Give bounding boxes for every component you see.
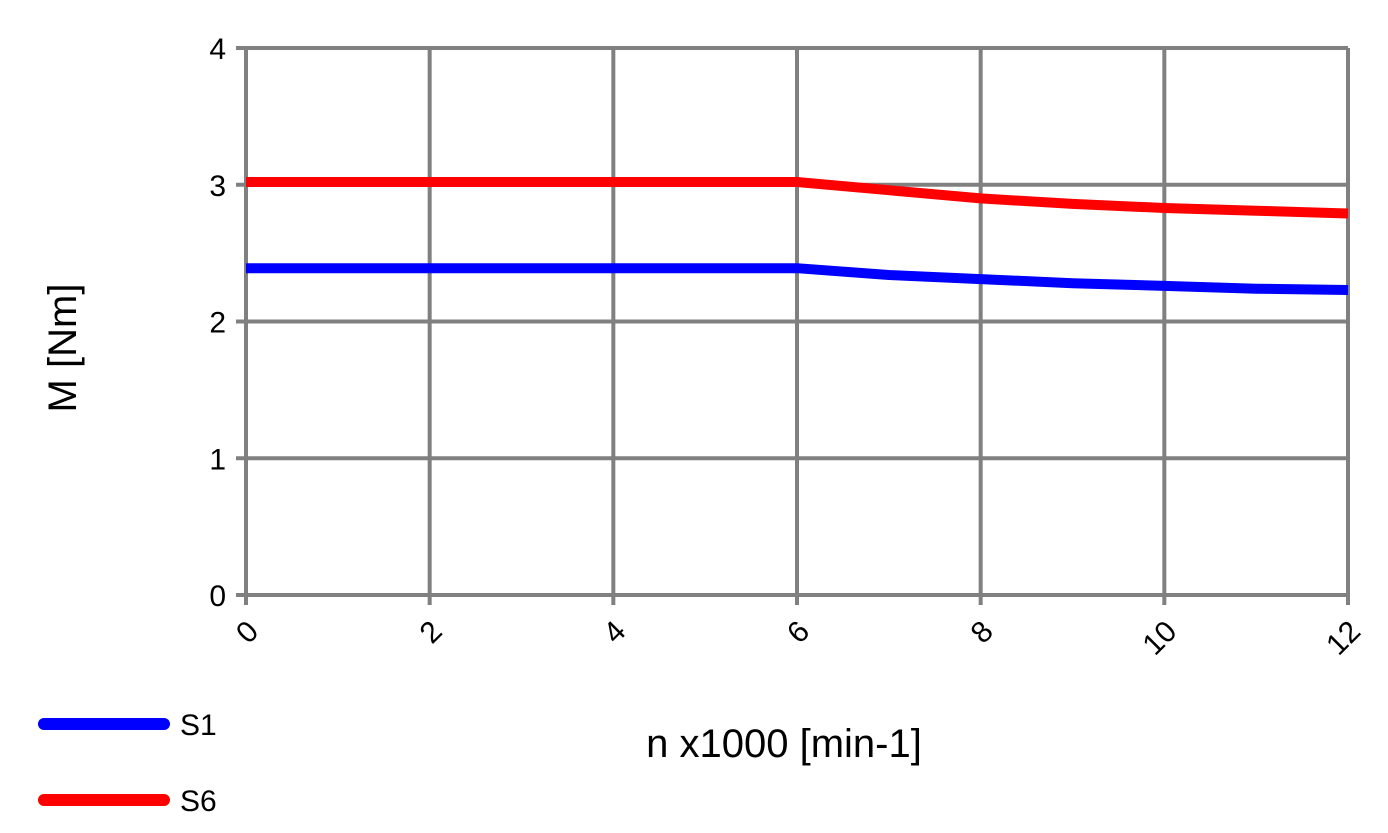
x-axis-title: n x1000 [min-1] bbox=[646, 722, 922, 766]
x-tick-label: 4 bbox=[597, 615, 632, 650]
y-axis-title: M [Nm] bbox=[41, 284, 85, 413]
x-tick-label: 12 bbox=[1320, 615, 1367, 662]
y-tick-label: 4 bbox=[209, 33, 226, 66]
legend-label-s1: S1 bbox=[180, 709, 217, 742]
x-tick-label: 10 bbox=[1136, 615, 1183, 662]
grid bbox=[244, 46, 1350, 597]
axes bbox=[236, 46, 1350, 605]
series-lines bbox=[246, 177, 1349, 295]
x-tick-label: 2 bbox=[414, 615, 449, 650]
series-line-s6 bbox=[246, 177, 1349, 219]
series-line-s1 bbox=[246, 263, 1349, 295]
x-tick-label: 6 bbox=[781, 615, 816, 650]
x-tick-label: 0 bbox=[230, 615, 265, 650]
y-tick-label: 2 bbox=[209, 307, 226, 340]
legend: S1 S6 bbox=[38, 709, 217, 818]
y-tick-label: 3 bbox=[209, 170, 226, 203]
legend-label-s6: S6 bbox=[180, 785, 217, 818]
x-tick-label: 8 bbox=[965, 615, 1000, 650]
y-tick-label: 1 bbox=[209, 443, 226, 476]
y-tick-label: 0 bbox=[209, 580, 226, 613]
